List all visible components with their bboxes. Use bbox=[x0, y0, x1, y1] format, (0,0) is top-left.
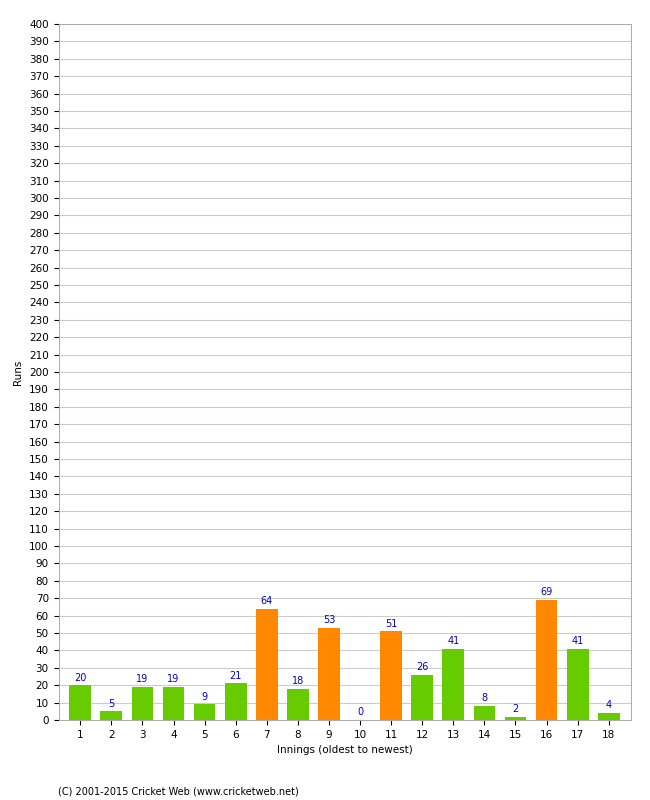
Text: 53: 53 bbox=[323, 615, 335, 625]
Bar bbox=[443, 649, 464, 720]
Bar bbox=[411, 674, 433, 720]
Text: 19: 19 bbox=[136, 674, 149, 684]
Text: 69: 69 bbox=[540, 587, 552, 598]
Bar bbox=[287, 689, 309, 720]
Text: 2: 2 bbox=[512, 704, 519, 714]
Text: 8: 8 bbox=[482, 694, 488, 703]
Bar bbox=[473, 706, 495, 720]
Bar bbox=[256, 609, 278, 720]
Bar bbox=[598, 713, 619, 720]
Bar bbox=[225, 683, 246, 720]
Bar bbox=[504, 717, 526, 720]
Text: 21: 21 bbox=[229, 671, 242, 681]
Text: 19: 19 bbox=[168, 674, 179, 684]
Bar bbox=[567, 649, 588, 720]
Text: 4: 4 bbox=[606, 701, 612, 710]
Text: 9: 9 bbox=[202, 692, 207, 702]
Bar bbox=[162, 687, 185, 720]
Text: 51: 51 bbox=[385, 618, 397, 629]
X-axis label: Innings (oldest to newest): Innings (oldest to newest) bbox=[277, 746, 412, 755]
Text: 5: 5 bbox=[108, 698, 114, 709]
Text: 18: 18 bbox=[292, 676, 304, 686]
Bar bbox=[101, 711, 122, 720]
Text: 41: 41 bbox=[447, 636, 460, 646]
Bar bbox=[318, 628, 340, 720]
Bar bbox=[194, 704, 216, 720]
Text: 41: 41 bbox=[571, 636, 584, 646]
Text: (C) 2001-2015 Cricket Web (www.cricketweb.net): (C) 2001-2015 Cricket Web (www.cricketwe… bbox=[58, 786, 299, 796]
Text: 26: 26 bbox=[416, 662, 428, 672]
Text: 0: 0 bbox=[357, 707, 363, 718]
Bar bbox=[70, 685, 91, 720]
Y-axis label: Runs: Runs bbox=[14, 359, 23, 385]
Text: 20: 20 bbox=[74, 673, 86, 682]
Bar bbox=[536, 600, 558, 720]
Text: 64: 64 bbox=[261, 596, 273, 606]
Bar bbox=[380, 631, 402, 720]
Bar bbox=[131, 687, 153, 720]
